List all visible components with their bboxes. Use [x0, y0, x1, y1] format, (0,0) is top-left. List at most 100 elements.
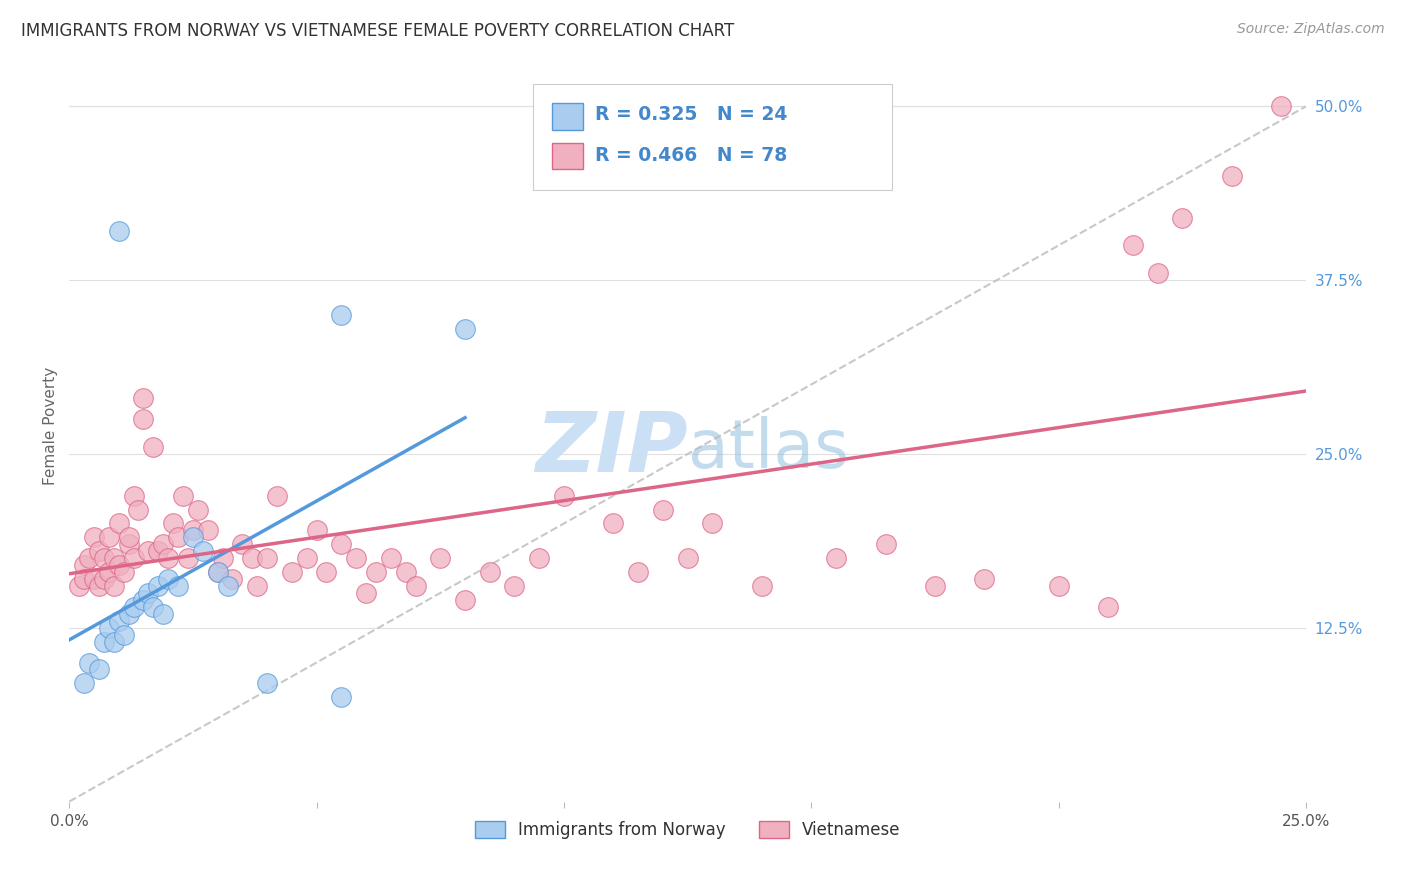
Point [128, 502, 150, 516]
Point [172, 489, 194, 503]
Point [122, 489, 145, 503]
Point [117, 607, 139, 621]
Point [702, 516, 724, 531]
Point [112, 565, 135, 579]
Point [875, 537, 897, 551]
Point [97, 530, 120, 544]
Point [1122, 238, 1144, 252]
Text: R = 0.325   N = 24: R = 0.325 N = 24 [595, 105, 787, 124]
Point [602, 516, 624, 531]
Point [231, 537, 253, 551]
Point [83, 530, 105, 544]
Point [651, 502, 673, 516]
Text: R = 0.466   N = 78: R = 0.466 N = 78 [595, 146, 787, 165]
Point [207, 565, 229, 579]
Point [256, 551, 278, 566]
FancyBboxPatch shape [533, 85, 891, 190]
Point [751, 579, 773, 593]
Point [122, 551, 145, 566]
Point [157, 572, 180, 586]
Point [142, 599, 165, 614]
Point [187, 502, 209, 516]
Point [256, 676, 278, 690]
Text: IMMIGRANTS FROM NORWAY VS VIETNAMESE FEMALE POVERTY CORRELATION CHART: IMMIGRANTS FROM NORWAY VS VIETNAMESE FEM… [21, 22, 734, 40]
Point [97, 621, 120, 635]
Bar [551, 103, 582, 129]
Point [1270, 99, 1292, 113]
Point [197, 524, 219, 538]
Text: ZIP: ZIP [536, 409, 688, 489]
Point [93, 551, 115, 566]
Text: Source: ZipAtlas.com: Source: ZipAtlas.com [1237, 22, 1385, 37]
Point [117, 530, 139, 544]
Point [330, 690, 353, 705]
Point [211, 551, 233, 566]
Point [138, 544, 160, 558]
Point [478, 565, 501, 579]
Point [1171, 211, 1194, 225]
Bar [551, 143, 582, 169]
Legend: Immigrants from Norway, Vietnamese: Immigrants from Norway, Vietnamese [468, 814, 907, 846]
Point [73, 558, 96, 573]
Point [395, 565, 418, 579]
Point [973, 572, 995, 586]
Point [454, 593, 477, 607]
Point [627, 565, 650, 579]
Point [132, 392, 155, 406]
Point [87, 544, 110, 558]
Point [295, 551, 318, 566]
Point [354, 586, 377, 600]
Point [191, 544, 214, 558]
Point [1047, 579, 1070, 593]
Point [924, 579, 946, 593]
Point [503, 579, 526, 593]
Point [107, 224, 129, 238]
Point [454, 322, 477, 336]
Point [77, 551, 100, 566]
Point [181, 530, 204, 544]
Point [181, 524, 204, 538]
Point [117, 537, 139, 551]
Point [107, 558, 129, 573]
Point [148, 579, 170, 593]
Point [122, 599, 145, 614]
Point [67, 579, 90, 593]
Point [1097, 599, 1119, 614]
Point [553, 489, 575, 503]
Point [529, 551, 551, 566]
Point [103, 579, 125, 593]
Text: atlas: atlas [688, 416, 848, 482]
Point [167, 530, 190, 544]
Point [148, 544, 170, 558]
Point [1146, 266, 1168, 280]
Point [167, 579, 190, 593]
Point [676, 551, 699, 566]
Point [142, 440, 165, 454]
Point [73, 676, 96, 690]
Point [93, 572, 115, 586]
Point [83, 572, 105, 586]
Point [429, 551, 451, 566]
Point [107, 614, 129, 628]
Point [281, 565, 304, 579]
Point [107, 516, 129, 531]
Point [77, 656, 100, 670]
Point [97, 565, 120, 579]
Point [132, 412, 155, 426]
Point [221, 572, 243, 586]
Point [103, 634, 125, 648]
Point [87, 663, 110, 677]
Point [93, 634, 115, 648]
Point [138, 586, 160, 600]
Point [266, 489, 288, 503]
Point [112, 628, 135, 642]
Point [217, 579, 239, 593]
Point [330, 537, 353, 551]
Point [73, 572, 96, 586]
Point [315, 565, 337, 579]
Point [344, 551, 367, 566]
Point [207, 565, 229, 579]
Point [825, 551, 848, 566]
Point [162, 516, 184, 531]
Point [152, 607, 174, 621]
